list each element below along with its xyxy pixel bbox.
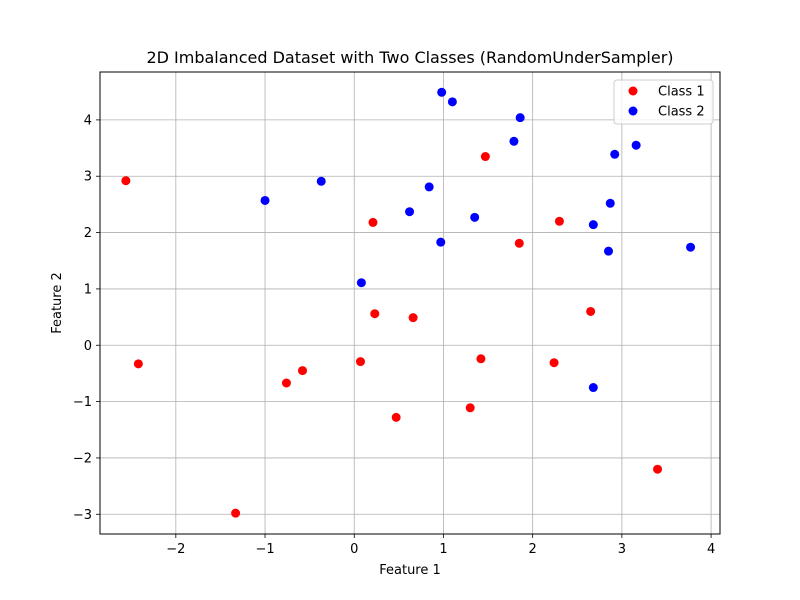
data-point bbox=[436, 237, 446, 247]
data-point bbox=[408, 313, 418, 323]
data-point bbox=[605, 198, 615, 208]
data-point bbox=[424, 182, 434, 192]
data-point bbox=[631, 140, 641, 150]
x-tick-label: −1 bbox=[255, 542, 274, 557]
legend-marker bbox=[628, 86, 638, 96]
x-axis-label: Feature 1 bbox=[379, 563, 441, 578]
data-point bbox=[480, 152, 490, 162]
y-tick-label: 4 bbox=[84, 113, 92, 128]
y-tick-label: 0 bbox=[84, 339, 92, 354]
legend-label: Class 1 bbox=[658, 85, 705, 100]
y-tick-label: −1 bbox=[73, 395, 92, 410]
y-tick-label: 2 bbox=[84, 226, 92, 241]
data-point bbox=[610, 149, 620, 159]
x-tick-label: 1 bbox=[439, 542, 447, 557]
data-point bbox=[316, 176, 326, 186]
y-axis-label: Feature 2 bbox=[50, 272, 65, 334]
data-point bbox=[514, 238, 524, 248]
data-point bbox=[368, 217, 378, 227]
data-point bbox=[653, 464, 663, 474]
data-point bbox=[586, 306, 596, 316]
x-tick-label: 4 bbox=[707, 542, 715, 557]
chart-title: 2D Imbalanced Dataset with Two Classes (… bbox=[146, 48, 673, 67]
legend-box bbox=[613, 79, 714, 125]
x-tick-label: 2 bbox=[529, 542, 537, 557]
data-point bbox=[260, 195, 270, 205]
series-1 bbox=[121, 152, 663, 518]
data-point bbox=[447, 97, 457, 107]
data-point bbox=[355, 357, 365, 367]
data-point bbox=[686, 242, 696, 252]
data-point bbox=[133, 359, 143, 369]
data-point bbox=[465, 403, 475, 413]
data-point bbox=[281, 378, 291, 388]
data-point bbox=[603, 246, 613, 256]
data-point bbox=[588, 383, 598, 393]
data-point bbox=[405, 207, 415, 217]
legend-entries: Class 1 Class 2 bbox=[628, 85, 705, 120]
series-2 bbox=[260, 87, 696, 393]
legend-label: Class 2 bbox=[658, 105, 705, 120]
plot-frame bbox=[99, 71, 721, 535]
data-point bbox=[370, 309, 380, 319]
x-tick-label: 3 bbox=[618, 542, 626, 557]
data-points bbox=[121, 87, 696, 518]
x-tick-label: −2 bbox=[166, 542, 185, 557]
y-tick-label: 1 bbox=[84, 282, 92, 297]
data-point bbox=[391, 412, 401, 422]
data-point bbox=[509, 136, 519, 146]
y-tick-label: −3 bbox=[73, 508, 92, 523]
data-point bbox=[476, 354, 486, 364]
data-point bbox=[554, 216, 564, 226]
grid-lines bbox=[100, 72, 720, 534]
legend: Class 1 Class 2 bbox=[613, 79, 714, 125]
data-point bbox=[470, 212, 480, 222]
legend-marker bbox=[628, 106, 638, 116]
data-point bbox=[356, 278, 366, 288]
data-point bbox=[298, 366, 308, 376]
data-point bbox=[231, 508, 241, 518]
data-point bbox=[549, 358, 559, 368]
data-point bbox=[437, 87, 447, 97]
y-tick-label: 3 bbox=[84, 170, 92, 185]
data-point bbox=[588, 220, 598, 230]
x-tick-label: 0 bbox=[350, 542, 358, 557]
y-tick-label: −2 bbox=[73, 451, 92, 466]
axis-ticks: −2 −1 0 1 2 3 4 −3 −2 −1 0 1 2 3 4 bbox=[73, 113, 715, 557]
data-point bbox=[515, 113, 525, 123]
data-point bbox=[121, 176, 131, 186]
